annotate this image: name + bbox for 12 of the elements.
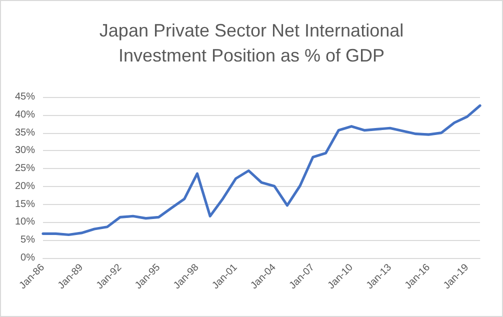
y-tick-label: 30%: [14, 145, 36, 156]
y-tick-label: 35%: [14, 127, 36, 138]
line-series: [42, 104, 482, 236]
chart-title: Japan Private Sector Net International Investment Position as % of GDP: [99, 20, 404, 66]
y-tick-label: 45%: [14, 92, 36, 102]
y-tick-label: 5%: [20, 234, 36, 246]
y-tick-label: 0%: [20, 252, 36, 264]
y-tick-label: 25%: [14, 163, 36, 174]
y-tick-label: 10%: [14, 216, 36, 228]
y-tick-label: 15%: [14, 198, 36, 210]
y-tick-label: 20%: [14, 180, 36, 192]
y-tick-label: 40%: [14, 109, 36, 120]
